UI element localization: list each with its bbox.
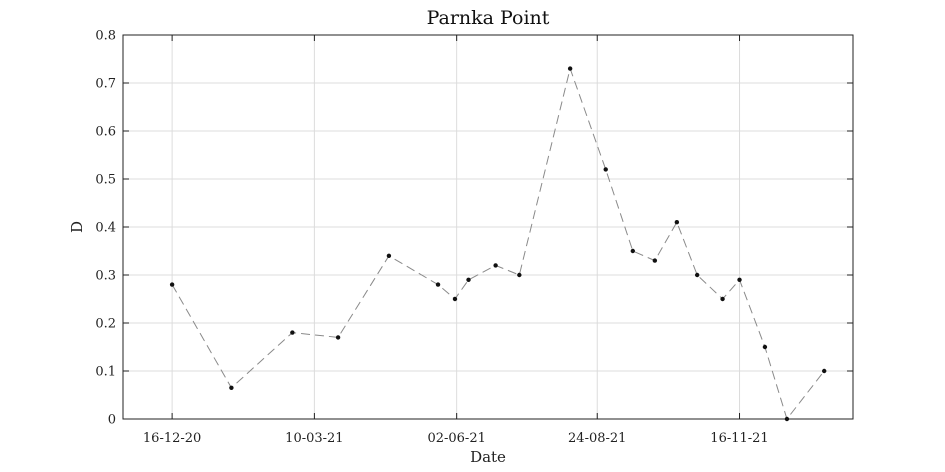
- y-tick-label: 0.3: [95, 269, 116, 284]
- y-tick-label: 0.6: [95, 125, 116, 140]
- y-tick-label: 0.1: [95, 365, 116, 380]
- data-point: [290, 330, 295, 335]
- tick-labels: 0 0.1 0.2 0.3 0.4 0.5 0.6 0.7 0.8 16-12-20 10-03-2…: [95, 29, 768, 447]
- data-point: [229, 385, 234, 390]
- data-point: [452, 296, 458, 302]
- data-point: [567, 66, 573, 71]
- data-point: [652, 258, 658, 263]
- data-point: [674, 220, 680, 225]
- data-point: [603, 167, 608, 172]
- y-axis-label: D: [68, 221, 86, 233]
- data-point: [720, 296, 725, 302]
- y-tick-label: 0.7: [95, 77, 116, 92]
- data-point: [630, 248, 636, 254]
- x-tick-label: 02-06-21: [427, 431, 485, 446]
- x-axis-label: Date: [470, 448, 506, 466]
- x-tick-label: 16-12-20: [143, 431, 201, 446]
- data-point: [822, 368, 827, 374]
- grid: [123, 34, 853, 420]
- y-tick-label: 0.8: [95, 29, 116, 44]
- y-tick-label: 0.2: [95, 317, 116, 332]
- data-point: [169, 282, 175, 287]
- data-point: [762, 344, 768, 350]
- series: [169, 66, 827, 422]
- ticks: [123, 34, 853, 420]
- data-point: [435, 282, 441, 287]
- data-point: [784, 416, 790, 422]
- x-tick-label: 16-11-21: [710, 431, 768, 446]
- data-point: [335, 335, 341, 340]
- chart-title: Parnka Point: [427, 7, 550, 29]
- y-tick-label: 0: [108, 413, 116, 428]
- data-point: [694, 272, 700, 278]
- x-tick-label: 10-03-21: [285, 431, 343, 446]
- data-point: [386, 253, 392, 258]
- y-tick-label: 0.5: [95, 173, 116, 188]
- data-point: [466, 277, 471, 282]
- y-tick-label: 0.4: [95, 221, 116, 236]
- data-point: [737, 277, 742, 282]
- data-point: [517, 272, 522, 278]
- data-point: [493, 263, 498, 268]
- x-tick-label: 24-08-21: [568, 431, 626, 446]
